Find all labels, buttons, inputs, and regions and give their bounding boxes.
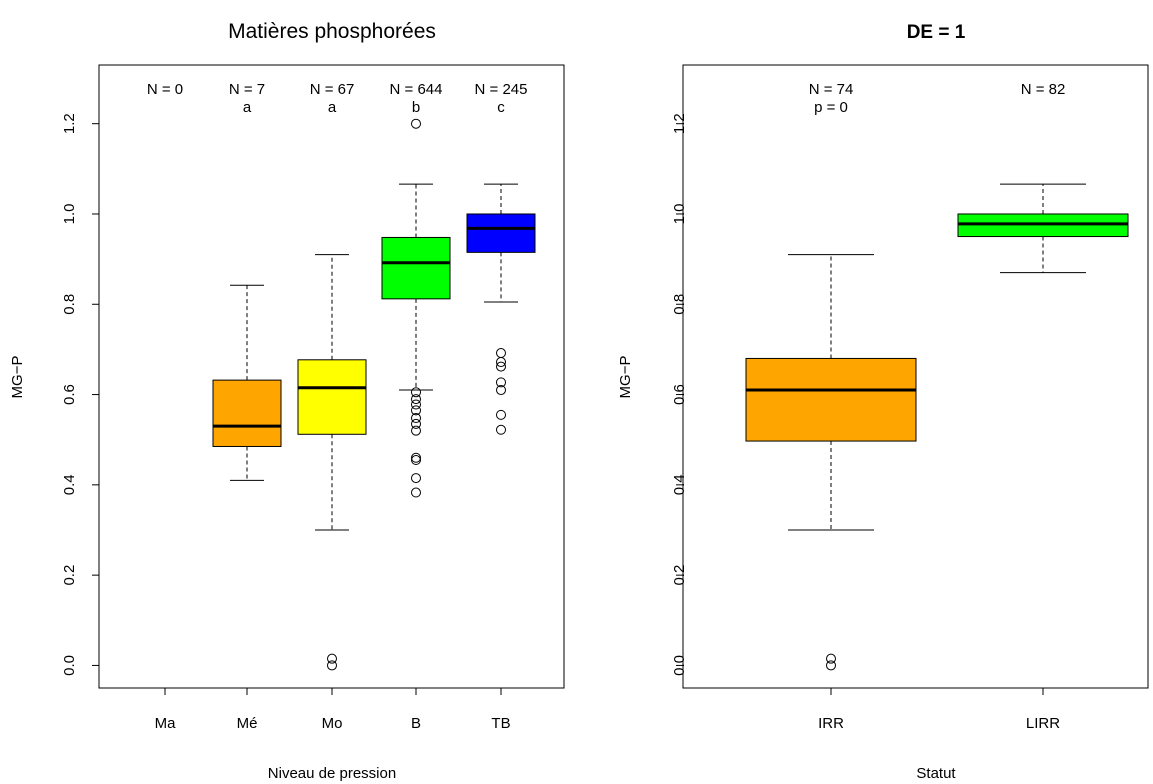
y-tick-label: 0.4 bbox=[61, 474, 78, 495]
box-iqr bbox=[466, 213, 536, 253]
y-tick-label: 1.0 bbox=[671, 204, 688, 225]
outlier-point bbox=[496, 385, 506, 396]
y-tick-label: 0.6 bbox=[671, 384, 688, 405]
outlier-point bbox=[411, 487, 421, 498]
outlier-point bbox=[411, 413, 421, 424]
group-letter: b bbox=[412, 99, 420, 116]
y-tick-label: 0.6 bbox=[61, 384, 78, 405]
x-tick-label: IRR bbox=[818, 715, 844, 732]
y-tick-label: 1.2 bbox=[671, 113, 688, 134]
outlier-point bbox=[496, 377, 506, 388]
x-tick-label: LIRR bbox=[1026, 715, 1060, 732]
outlier-point bbox=[411, 394, 421, 405]
outlier-point bbox=[826, 660, 836, 671]
outlier-point bbox=[496, 424, 506, 435]
p-value-label: p = 0 bbox=[814, 99, 848, 116]
n-count-label: N = 245 bbox=[475, 81, 528, 98]
outlier-point bbox=[411, 473, 421, 484]
x-axis-label: Niveau de pression bbox=[268, 765, 396, 782]
x-axis-label: Statut bbox=[916, 765, 956, 782]
group-letter: c bbox=[497, 99, 505, 116]
y-tick-label: 0.2 bbox=[671, 565, 688, 586]
y-tick-label: 0.8 bbox=[61, 294, 78, 315]
outlier-point bbox=[327, 660, 337, 671]
outlier-point bbox=[826, 653, 836, 664]
y-axis-label: MG−P bbox=[617, 356, 634, 399]
box-iqr bbox=[297, 359, 367, 435]
box-iqr bbox=[745, 357, 917, 442]
n-count-label: N = 644 bbox=[390, 81, 443, 98]
chart-title: DE = 1 bbox=[907, 22, 966, 43]
panel-statut: DE = 1 Statut MG−P p = 0 0.0 0.2 0.4 0.6 0.8… bbox=[617, 22, 1149, 782]
box-iqr bbox=[381, 236, 451, 300]
group-letter: a bbox=[243, 99, 252, 116]
n-count-label: N = 7 bbox=[229, 81, 265, 98]
outlier-point bbox=[411, 425, 421, 436]
outlier-point bbox=[411, 455, 421, 466]
y-axis-label: MG−P bbox=[9, 356, 26, 399]
outlier-point bbox=[411, 118, 421, 129]
x-tick-label: B bbox=[411, 715, 421, 732]
y-tick-label: 1.0 bbox=[61, 204, 78, 225]
outlier-point bbox=[411, 387, 421, 398]
y-tick-label: 0.0 bbox=[61, 655, 78, 676]
y-tick-label: 0.8 bbox=[671, 294, 688, 315]
n-count-label: N = 74 bbox=[809, 81, 854, 98]
x-tick-label: Mo bbox=[322, 715, 343, 732]
x-tick-label: Mé bbox=[237, 715, 258, 732]
outlier-point bbox=[496, 348, 506, 359]
n-count-label: N = 0 bbox=[147, 81, 183, 98]
n-count-label: N = 67 bbox=[310, 81, 355, 98]
outlier-point bbox=[411, 399, 421, 410]
panel-pression: Matières phosphorées Niveau de pression … bbox=[9, 20, 565, 782]
outlier-point bbox=[411, 405, 421, 416]
outlier-point bbox=[411, 418, 421, 429]
plot-frame bbox=[682, 64, 1149, 689]
outlier-point bbox=[411, 452, 421, 463]
y-tick-label: 0.4 bbox=[671, 474, 688, 495]
y-tick-label: 1.2 bbox=[61, 113, 78, 134]
y-tick-label: 0.0 bbox=[671, 655, 688, 676]
box-iqr bbox=[212, 379, 282, 447]
x-tick-label: TB bbox=[491, 715, 510, 732]
group-letter: a bbox=[328, 99, 337, 116]
outlier-point bbox=[496, 361, 506, 372]
outlier-point bbox=[496, 409, 506, 420]
outlier-point bbox=[496, 357, 506, 368]
y-tick-label: 0.2 bbox=[61, 565, 78, 586]
outlier-point bbox=[327, 653, 337, 664]
x-tick-label: Ma bbox=[155, 715, 176, 732]
n-count-label: N = 82 bbox=[1021, 81, 1066, 98]
chart-title: Matières phosphorées bbox=[228, 20, 436, 43]
